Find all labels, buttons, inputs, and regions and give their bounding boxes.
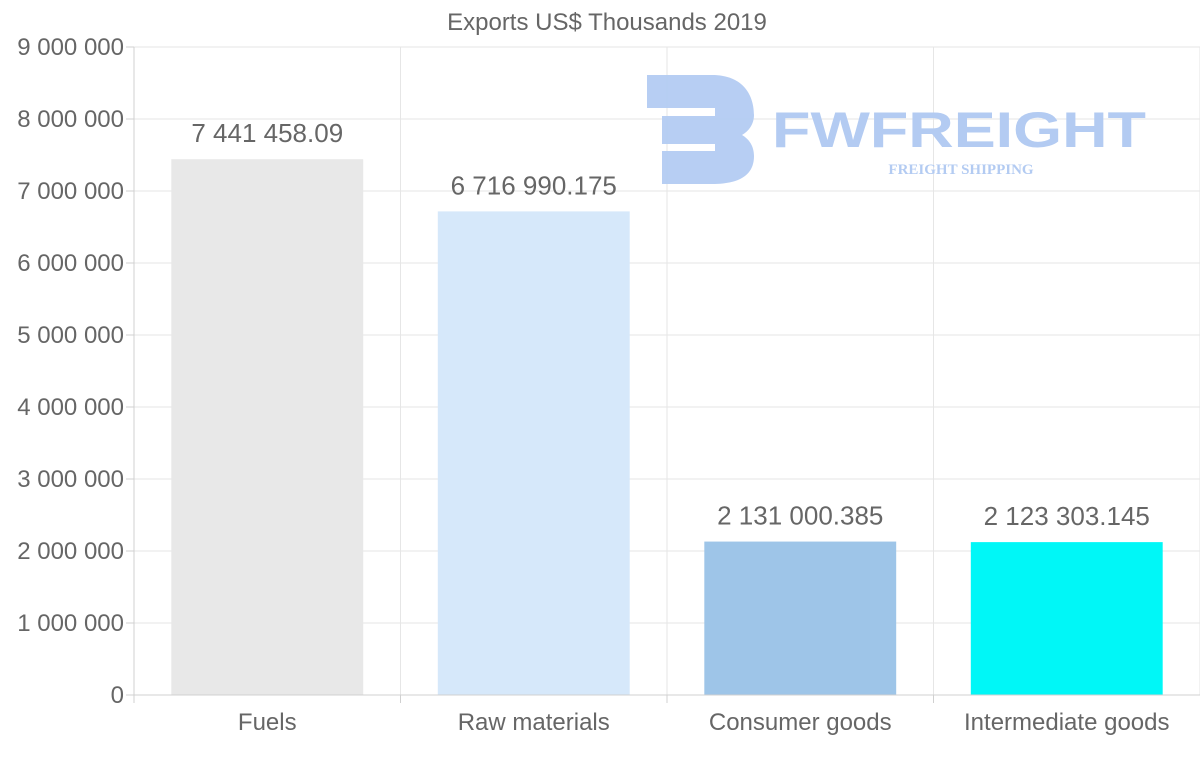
y-tick-label: 0 (111, 682, 124, 709)
x-tick-label: Fuels (238, 709, 297, 736)
y-tick-label: 4 000 000 (17, 394, 124, 421)
y-tick-label: 5 000 000 (17, 322, 124, 349)
y-tick-label: 9 000 000 (17, 34, 124, 61)
data-label: 2 123 303.145 (984, 501, 1150, 531)
data-label: 7 441 458.09 (191, 118, 343, 148)
y-tick-label: 2 000 000 (17, 538, 124, 565)
data-label: 2 131 000.385 (717, 501, 883, 531)
watermark-tagline: FREIGHT SHIPPING (888, 162, 1033, 178)
y-tick-label: 1 000 000 (17, 610, 124, 637)
bar (704, 541, 897, 695)
y-tick-label: 3 000 000 (17, 466, 124, 493)
bars (171, 159, 1163, 695)
bar (171, 159, 364, 695)
y-tick-label: 7 000 000 (17, 178, 124, 205)
x-tick-label: Raw materials (458, 709, 610, 736)
bar (970, 542, 1163, 695)
y-axis-ticks: 0 1 000 000 2 000 000 3 000 000 4 000 000 5 0… (17, 34, 134, 709)
data-label: 6 716 990.175 (451, 170, 617, 200)
x-axis-ticks: Fuels Raw materials Consumer goods Intermed… (133, 695, 1169, 736)
y-tick-label: 6 000 000 (17, 250, 124, 277)
x-tick-label: Intermediate goods (964, 709, 1169, 736)
data-labels: 7 441 458.09 6 716 990.175 2 131 000.385 2 … (191, 118, 1150, 531)
watermark-brand: FWFREIGHT (772, 102, 1146, 158)
fwfreight-watermark: FWFREIGHT FREIGHT SHIPPING (647, 75, 1146, 184)
fwfreight-logo-icon (647, 75, 754, 184)
bar (437, 211, 630, 695)
chart-title: Exports US$ Thousands 2019 (447, 9, 767, 36)
x-tick-label: Consumer goods (709, 709, 892, 736)
y-tick-label: 8 000 000 (17, 106, 124, 133)
